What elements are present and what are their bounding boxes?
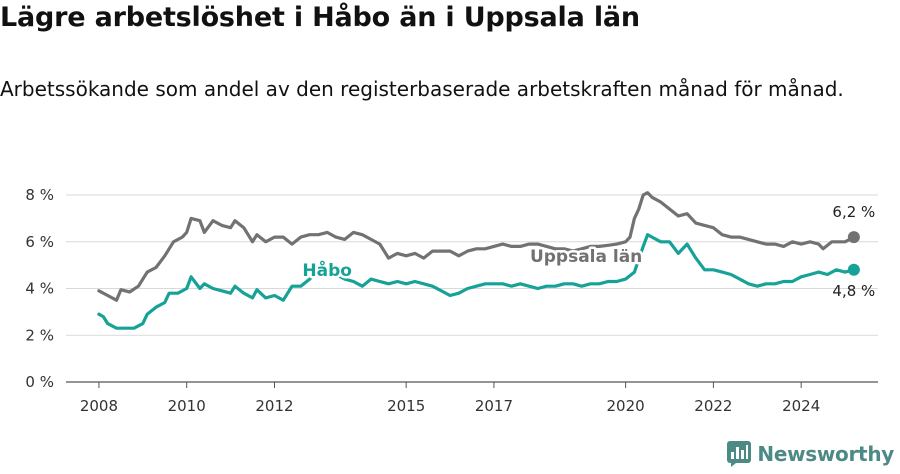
- x-tick-label: 2008: [80, 397, 118, 415]
- chart-title: Lägre arbetslöshet i Håbo än i Uppsala l…: [0, 2, 640, 33]
- y-tick-label: 4 %: [25, 280, 54, 298]
- y-tick-label: 6 %: [25, 233, 54, 251]
- x-tick-label: 2022: [694, 397, 732, 415]
- y-tick-label: 2 %: [25, 326, 54, 344]
- newsworthy-logo-icon: [727, 441, 752, 467]
- x-tick-label: 2024: [782, 397, 820, 415]
- x-tick-label: 2010: [168, 397, 206, 415]
- series-line: [97, 233, 856, 330]
- x-tick-label: 2020: [607, 397, 645, 415]
- x-tick-label: 2015: [387, 397, 425, 415]
- line-chart: 0 % 2 % 4 % 6 % 8 % 2008 2010 2012 2015 2017 2020…: [25, 186, 878, 415]
- series-label-habo: Håbo: [302, 259, 352, 281]
- y-tick-label: 0 %: [25, 373, 54, 391]
- x-axis: 2008 2010 2012 2015 2017 2020 2022 2024: [80, 382, 820, 415]
- series-line: [97, 191, 856, 302]
- series-end-point: [847, 231, 860, 244]
- newsworthy-logo: Newsworthy: [727, 441, 894, 467]
- brand-name: Newsworthy: [757, 442, 894, 466]
- chart-subtitle: Arbetssökande som andel av den registerb…: [0, 77, 844, 101]
- y-axis-ticks: 0 % 2 % 4 % 6 % 8 %: [25, 186, 54, 391]
- series-end-label: 6,2 %: [832, 203, 875, 221]
- series-labels: 6,2 % 4,8 % Uppsala län Håbo: [300, 203, 875, 300]
- series-label-uppsala: Uppsala län: [530, 247, 642, 267]
- x-tick-label: 2017: [475, 397, 513, 415]
- series-end-label: 4,8 %: [832, 282, 875, 300]
- x-tick-label: 2012: [255, 397, 293, 415]
- series-end-point: [847, 263, 860, 276]
- series-lines: [97, 191, 860, 330]
- y-tick-label: 8 %: [25, 186, 54, 204]
